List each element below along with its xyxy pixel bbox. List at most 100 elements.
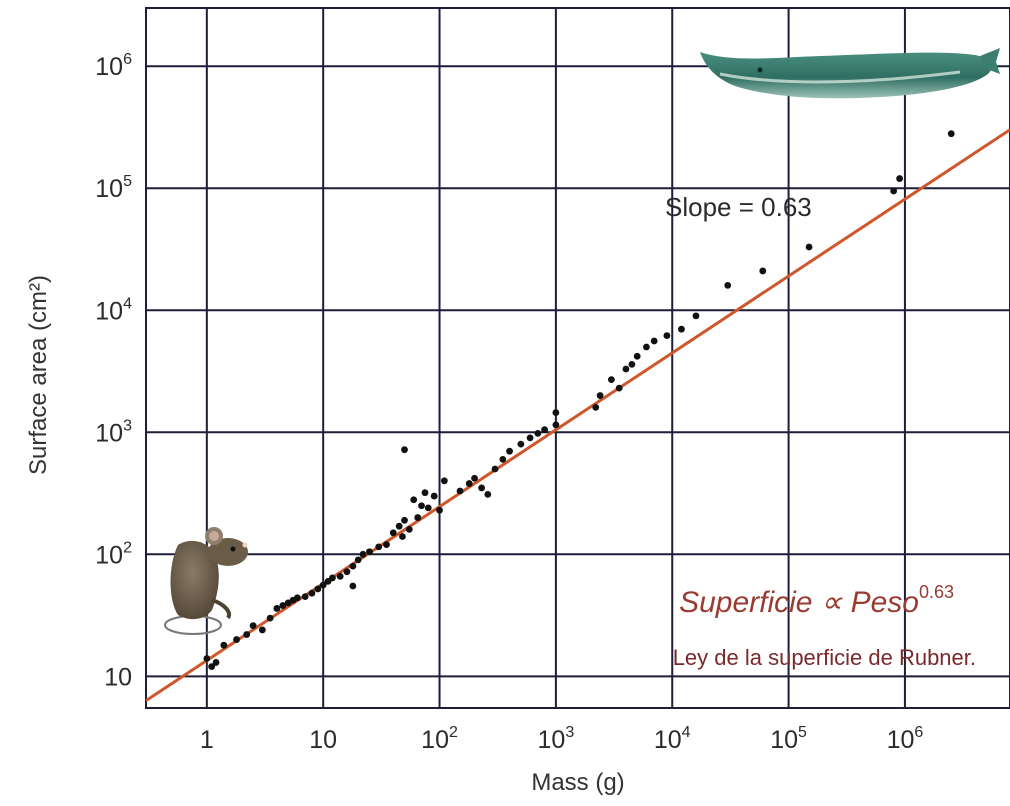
data-point-5 — [243, 631, 251, 638]
y-tick-exp: 5 — [123, 173, 132, 190]
data-points — [203, 130, 955, 671]
data-point-56 — [552, 409, 560, 416]
data-point-42 — [440, 477, 448, 485]
data-point-69 — [724, 281, 732, 289]
y-tick-exp: 2 — [123, 539, 132, 556]
x-tick-base: 10 — [309, 726, 337, 754]
y-tick-label-4: 105 — [95, 173, 132, 203]
data-point-63 — [633, 352, 641, 360]
data-point-50 — [506, 447, 513, 455]
data-point-46 — [478, 484, 486, 492]
data-point-39 — [401, 446, 408, 454]
y-tick-base: 10 — [95, 541, 123, 569]
data-point-65 — [650, 337, 658, 345]
y-tick-base: 10 — [95, 419, 123, 447]
y-tick-base: 10 — [104, 663, 132, 691]
data-point-17 — [319, 581, 327, 589]
data-point-66 — [663, 332, 671, 339]
data-point-31 — [399, 533, 406, 540]
data-point-74 — [947, 130, 955, 138]
formula-annotation: Superficie ∝ Peso0.63 — [679, 582, 954, 619]
data-point-25 — [359, 550, 367, 558]
data-point-15 — [308, 589, 316, 597]
data-point-2 — [212, 659, 220, 666]
x-tick-base: 10 — [887, 726, 915, 754]
data-point-72 — [890, 187, 898, 195]
x-tick-label-5: 105 — [770, 724, 807, 754]
data-point-27 — [375, 543, 383, 551]
x-tick-exp: 6 — [914, 724, 923, 741]
data-point-73 — [896, 175, 904, 182]
data-point-29 — [389, 529, 397, 537]
formula-base: Superficie ∝ Peso — [679, 586, 919, 619]
data-point-68 — [692, 312, 700, 320]
data-point-54 — [541, 426, 549, 434]
data-point-26 — [366, 548, 373, 556]
x-tick-exp: 2 — [449, 724, 458, 741]
data-point-21 — [343, 568, 351, 576]
y-tick-label-3: 104 — [95, 295, 132, 325]
data-point-57 — [592, 403, 600, 411]
data-point-37 — [421, 489, 429, 497]
data-point-23 — [349, 562, 357, 570]
data-point-52 — [526, 434, 534, 442]
data-point-62 — [628, 360, 636, 368]
data-point-33 — [405, 525, 413, 533]
data-point-55 — [552, 421, 560, 429]
y-tick-base: 10 — [95, 175, 123, 203]
x-tick-base: 10 — [770, 726, 798, 754]
x-tick-label-6: 106 — [887, 724, 924, 754]
y-tick-label-2: 103 — [95, 417, 132, 447]
data-point-10 — [279, 602, 287, 609]
formula-exponent: 0.63 — [919, 582, 954, 602]
x-tick-base: 1 — [200, 726, 214, 754]
data-point-1 — [208, 663, 216, 671]
x-tick-label-3: 103 — [538, 724, 575, 754]
data-point-53 — [534, 429, 542, 437]
data-point-51 — [517, 440, 525, 448]
data-point-59 — [607, 376, 615, 384]
x-tick-label-2: 102 — [421, 724, 458, 754]
data-point-6 — [249, 622, 257, 630]
data-point-47 — [484, 490, 492, 498]
data-point-16 — [314, 585, 322, 593]
data-point-40 — [430, 492, 438, 500]
data-point-3 — [220, 641, 228, 649]
y-axis-label: Surface area (cm²) — [25, 275, 52, 475]
data-point-9 — [273, 605, 281, 612]
x-tick-exp: 5 — [798, 724, 807, 741]
data-point-13 — [293, 594, 301, 602]
data-point-49 — [499, 455, 507, 463]
data-point-70 — [759, 267, 767, 275]
data-point-35 — [414, 514, 422, 521]
y-tick-exp: 6 — [123, 51, 132, 68]
data-point-64 — [643, 343, 650, 351]
data-point-61 — [622, 365, 630, 373]
data-point-32 — [401, 516, 408, 524]
x-tick-labels: 1 10 102 103 104 105 106 — [200, 724, 923, 754]
x-tick-label-4: 104 — [654, 724, 691, 754]
data-point-22 — [349, 582, 357, 590]
data-point-45 — [471, 474, 478, 482]
law-caption: Ley de la superficie de Rubner. — [673, 645, 976, 670]
x-tick-base: 10 — [654, 726, 682, 754]
x-tick-exp: 3 — [565, 724, 574, 741]
data-point-8 — [266, 614, 274, 622]
data-point-24 — [354, 556, 362, 564]
y-tick-exp: 4 — [123, 295, 132, 312]
x-axis-label: Mass (g) — [531, 769, 624, 796]
y-tick-exp: 3 — [123, 417, 132, 434]
x-tick-base: 10 — [421, 726, 449, 754]
data-point-60 — [615, 384, 623, 392]
mouse-illustration — [164, 527, 248, 635]
data-point-19 — [328, 574, 336, 582]
x-tick-exp: 4 — [682, 724, 691, 741]
data-point-41 — [436, 506, 443, 514]
y-tick-label-0: 10 — [104, 663, 132, 691]
data-point-7 — [258, 626, 266, 634]
data-point-0 — [203, 655, 211, 662]
x-tick-label-1: 10 — [309, 726, 337, 754]
y-tick-label-1: 102 — [95, 539, 132, 569]
